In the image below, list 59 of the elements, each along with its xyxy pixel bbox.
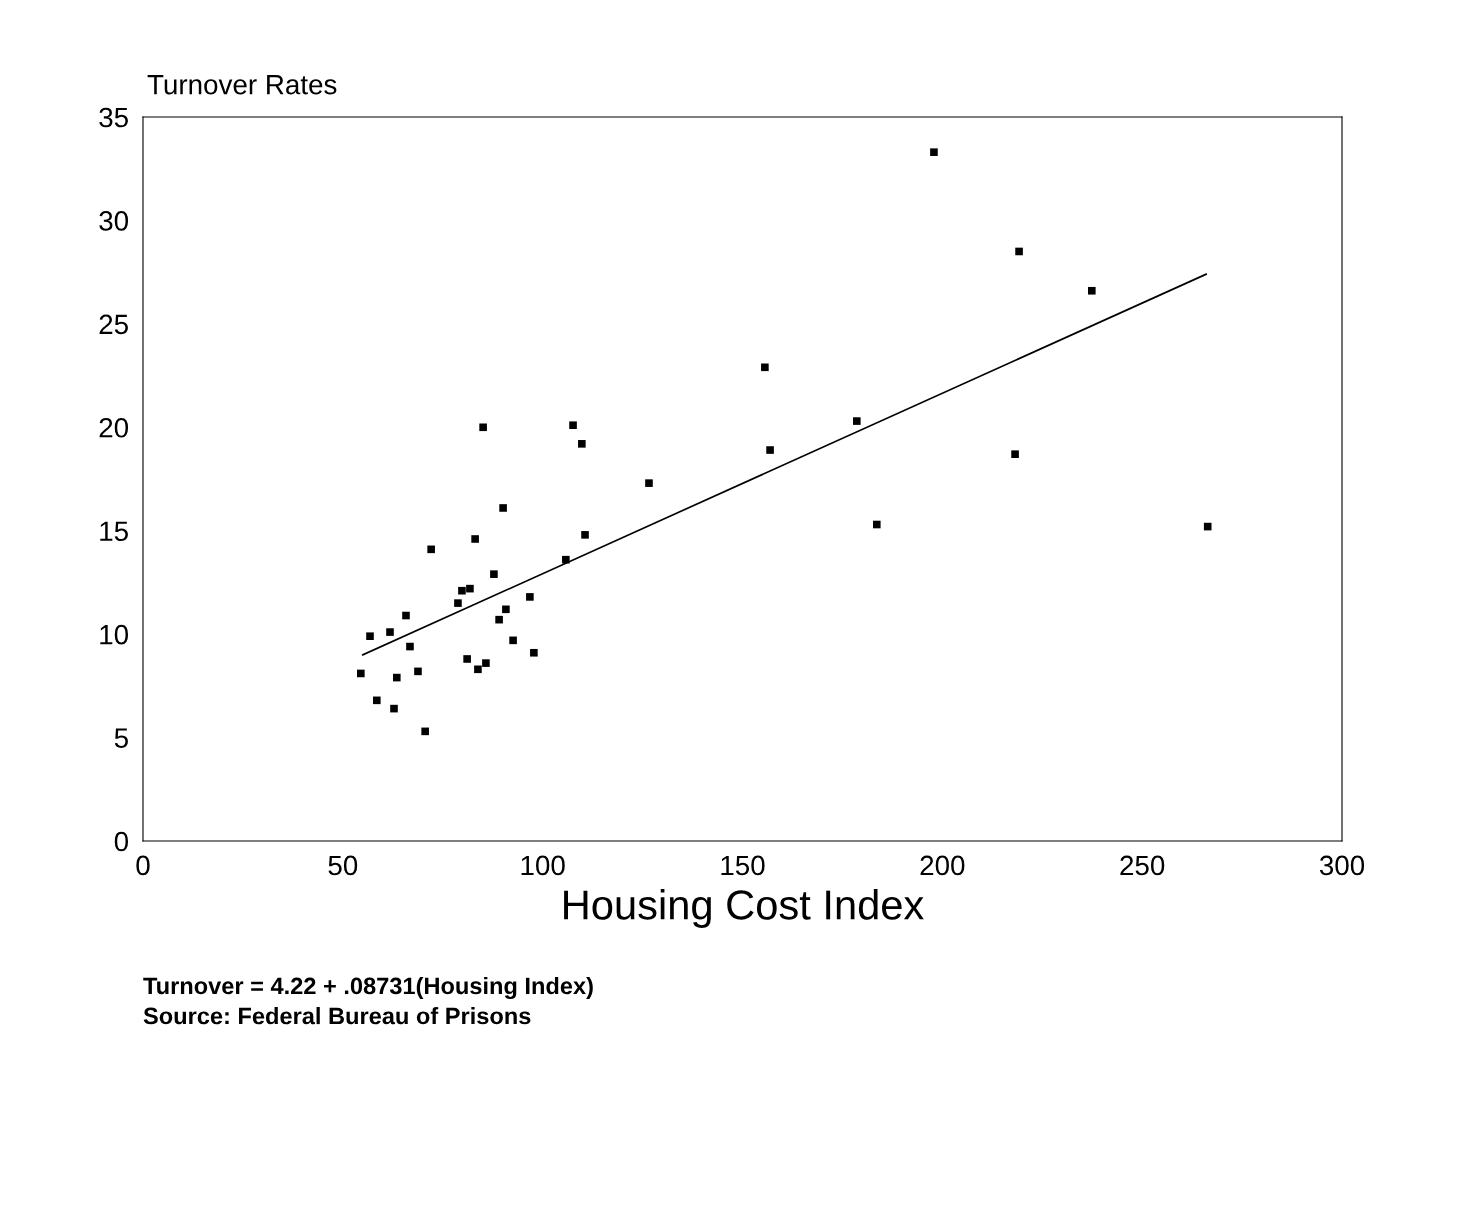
point bbox=[761, 363, 769, 372]
point bbox=[414, 667, 422, 676]
y-axis-title: Turnover Rates bbox=[147, 75, 337, 95]
point bbox=[482, 659, 490, 667]
point bbox=[392, 673, 401, 682]
x-tick-label: 50 bbox=[328, 855, 358, 876]
point bbox=[427, 545, 435, 554]
point bbox=[578, 440, 586, 448]
y-tick-label: 20 bbox=[99, 417, 129, 438]
point bbox=[872, 520, 881, 529]
x-tick-label: 0 bbox=[136, 855, 150, 876]
x-tick-label: 100 bbox=[521, 855, 565, 876]
y-tick-label: 0 bbox=[114, 831, 129, 852]
point bbox=[463, 655, 471, 663]
point bbox=[1011, 450, 1019, 458]
point bbox=[569, 421, 577, 430]
point bbox=[495, 615, 503, 624]
point bbox=[479, 423, 487, 432]
point bbox=[421, 727, 429, 736]
y-tick-label: 25 bbox=[99, 314, 128, 335]
point bbox=[1088, 286, 1096, 295]
point bbox=[490, 570, 498, 578]
x-tick-label: 200 bbox=[920, 855, 965, 876]
y-tick-label: 30 bbox=[99, 211, 129, 231]
point bbox=[390, 704, 398, 713]
point bbox=[386, 628, 394, 636]
x-axis-title: Housing Cost Index bbox=[564, 889, 924, 928]
point bbox=[509, 636, 517, 645]
y-tick-label: 10 bbox=[100, 624, 129, 645]
point bbox=[853, 417, 861, 425]
point bbox=[471, 535, 479, 543]
point bbox=[373, 696, 381, 705]
point bbox=[930, 148, 938, 156]
source-note: Source: Federal Bureau of Prisons bbox=[143, 1006, 531, 1025]
point bbox=[766, 446, 774, 454]
point bbox=[502, 605, 510, 614]
point bbox=[454, 599, 462, 607]
point bbox=[406, 642, 414, 651]
point bbox=[530, 648, 538, 657]
point bbox=[562, 555, 570, 564]
x-tick-label: 300 bbox=[1319, 855, 1365, 876]
point bbox=[466, 584, 474, 593]
point bbox=[645, 479, 653, 487]
y-tick-label: 5 bbox=[114, 728, 128, 748]
x-tick-label: 250 bbox=[1120, 855, 1165, 876]
point bbox=[526, 593, 534, 601]
text: Turnover = 4.22 + .08731(Housing Index) bbox=[143, 976, 593, 1000]
point bbox=[458, 586, 466, 595]
point bbox=[357, 669, 365, 678]
point bbox=[1203, 522, 1212, 531]
y-tick-label: 35 bbox=[99, 107, 128, 128]
x-tick-label: 150 bbox=[721, 855, 765, 876]
point bbox=[474, 665, 482, 674]
point bbox=[402, 611, 410, 620]
point bbox=[366, 632, 374, 641]
point bbox=[1015, 247, 1023, 256]
point bbox=[499, 504, 507, 512]
point bbox=[581, 531, 589, 539]
y-tick-label: 15 bbox=[100, 521, 128, 542]
